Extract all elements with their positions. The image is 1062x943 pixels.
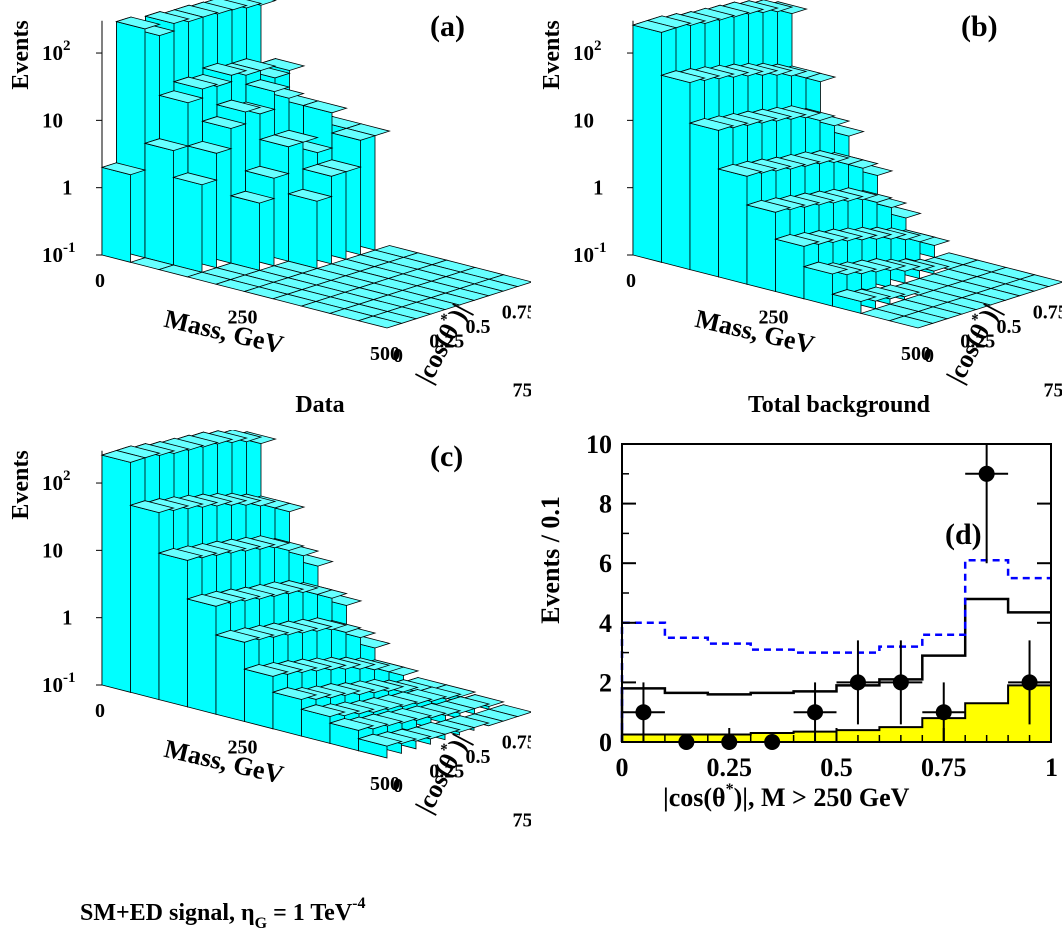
y-axis-label: |cos(θ*)|	[408, 728, 475, 818]
panel-caption: Total background	[748, 392, 931, 418]
panel-label: (b)	[961, 10, 998, 43]
panel-a: 10-1110102Events02505007501000Mass, GeV0…	[0, 0, 531, 430]
panel-b: 10-1110102Events02505007501000Mass, GeV0…	[531, 0, 1062, 430]
y-axis-label: Events / 0.1	[536, 496, 565, 624]
lego-plot-total-background: 10-1110102Events02505007501000Mass, GeV0…	[531, 0, 1062, 430]
lego-grid	[96, 430, 531, 758]
panel-label: (a)	[430, 10, 465, 43]
y-tick-label: 10	[586, 430, 612, 459]
panel-caption: Data	[295, 392, 344, 418]
x-tick-label: 0	[95, 270, 105, 292]
z-tick-label: 1	[62, 176, 73, 200]
x-tick-label: 0.5	[820, 753, 853, 782]
z-tick-label: 10	[573, 108, 594, 132]
x-tick-label: 0	[626, 270, 636, 292]
y-tick-label: 2	[599, 668, 612, 697]
x-tick-label: 750	[513, 810, 532, 832]
panel-label: (c)	[430, 440, 463, 473]
x-tick-label: 750	[513, 380, 532, 402]
x-tick-label: 0	[616, 753, 629, 782]
x-tick-label: 0.25	[707, 753, 753, 782]
x-tick-label: 1	[1045, 753, 1058, 782]
y-tick-label: 0	[599, 728, 612, 757]
y-tick-label: 0	[393, 775, 403, 797]
z-tick-label: 1	[62, 606, 73, 630]
y-tick-label: 0.75	[502, 732, 531, 754]
x-tick-label: 0	[95, 700, 105, 722]
lego-grid	[96, 0, 531, 328]
z-tick-label: 102	[42, 38, 71, 65]
z-tick-label: 10	[42, 538, 63, 562]
panel-d: 0 2 4 6 8 10 0 0.25 0.5 0.75 1 Events / 0.1 |cos(θ*)…	[531, 430, 1062, 938]
z-tick-label: 1	[593, 176, 604, 200]
x-axis-label: |cos(θ*)|, M > 250 GeV	[663, 781, 910, 812]
data-point	[879, 640, 922, 724]
lego-plot-sm-ed-signal: 10-1110102Events02505007501000Mass, GeV0…	[0, 430, 531, 938]
lego-grid	[627, 0, 1062, 328]
z-axis-label: Events	[539, 20, 565, 89]
x-tick-label: 0.75	[921, 753, 967, 782]
y-tick-label: 4	[599, 609, 612, 638]
z-axis-label: Events	[8, 450, 34, 519]
z-tick-label: 10-1	[42, 670, 76, 697]
panel-c: 10-1110102Events02505007501000Mass, GeV0…	[0, 430, 531, 938]
panel-label: (d)	[945, 518, 982, 551]
z-tick-label: 10	[42, 108, 63, 132]
z-tick-label: 102	[573, 38, 602, 65]
lego-plot-data: 10-1110102Events02505007501000Mass, GeV0…	[0, 0, 531, 430]
z-axis-label: Events	[8, 20, 34, 89]
y-tick-label: 0.75	[1033, 302, 1062, 324]
y-tick-label: 6	[599, 549, 612, 578]
x-axis-label: Mass, GeV	[162, 304, 287, 360]
y-tick-label: 0	[924, 345, 934, 367]
z-tick-label: 102	[42, 468, 71, 495]
y-tick-label: 0.75	[502, 302, 531, 324]
z-tick-label: 10-1	[42, 240, 76, 267]
panel-caption: SM+ED signal, ηG = 1 TeV-4	[80, 895, 365, 932]
z-tick-label: 10-1	[573, 240, 607, 267]
cos-theta-histogram: 0 2 4 6 8 10 0 0.25 0.5 0.75 1 Events / 0.1 |cos(θ*)…	[531, 430, 1062, 938]
x-axis-label: Mass, GeV	[162, 734, 287, 790]
x-axis-label: Mass, GeV	[693, 304, 818, 360]
y-tick-label: 0	[393, 345, 403, 367]
y-tick-label: 8	[599, 490, 612, 519]
x-tick-label: 750	[1044, 380, 1062, 402]
